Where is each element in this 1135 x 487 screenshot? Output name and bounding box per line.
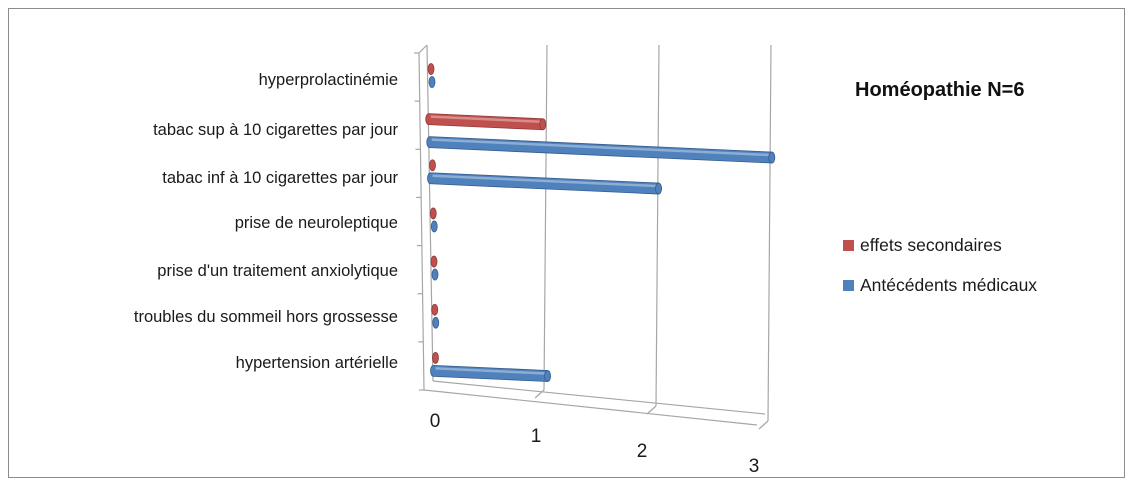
- legend-label: effets secondaires: [860, 234, 1002, 255]
- bar: [430, 364, 551, 382]
- legend-item-effets-secondaires: effets secondaires: [843, 225, 1037, 265]
- chart-frame: hyperprolactinémie tabac sup à 10 cigaret…: [8, 8, 1125, 478]
- bar-zero-marker: [432, 316, 440, 329]
- legend-item-antecedents-medicaux: Antécédents médicaux: [843, 265, 1037, 305]
- x-tick-label: 0: [430, 411, 441, 432]
- category-label: tabac inf à 10 cigarettes par jour: [162, 169, 398, 187]
- axis-front-line: [418, 52, 425, 391]
- floor-back-edge: [432, 380, 766, 415]
- x-tick-label: 1: [531, 426, 542, 447]
- gridlines: [534, 44, 772, 430]
- legend: effets secondaires Antécédents médicaux: [843, 225, 1037, 305]
- bar-zero-marker: [432, 351, 439, 364]
- bar-zero-marker: [427, 63, 435, 75]
- category-label: troubles du sommeil hors grossesse: [134, 308, 398, 326]
- x-tick-label: 3: [749, 456, 760, 477]
- bar-zero-marker: [430, 255, 438, 268]
- bars: [425, 63, 776, 382]
- gridline: [767, 44, 772, 422]
- category-label: hypertension artérielle: [236, 354, 398, 372]
- legend-label: Antécédents médicaux: [860, 274, 1038, 295]
- bar-zero-marker: [429, 159, 436, 172]
- chart-title: Homéopathie N=6: [855, 79, 1025, 101]
- category-label: prise de neuroleptique: [235, 214, 398, 232]
- category-label: tabac sup à 10 cigarettes par jour: [153, 121, 398, 139]
- floor-front-edge: [423, 389, 758, 426]
- legend-swatch-blue: [843, 279, 854, 291]
- bar-chart: hyperprolactinémie tabac sup à 10 cigaret…: [134, 44, 776, 477]
- axis-top-edge: [418, 44, 428, 54]
- x-tick-labels: 0 1 2 3: [430, 411, 760, 477]
- category-labels: hyperprolactinémie tabac sup à 10 cigaret…: [134, 71, 399, 372]
- gridline: [655, 44, 660, 407]
- category-label: prise d'un traitement anxiolytique: [157, 262, 398, 280]
- floor-gridline: [646, 405, 657, 415]
- bar: [425, 113, 547, 131]
- gridline: [543, 44, 548, 391]
- bar: [427, 172, 662, 195]
- floor-gridline: [758, 420, 769, 430]
- bar: [426, 136, 776, 164]
- category-label: hyperprolactinémie: [259, 71, 398, 89]
- bar-zero-marker: [431, 303, 439, 316]
- legend-swatch-red: [843, 239, 854, 251]
- x-tick-label: 2: [637, 441, 648, 462]
- bar-zero-marker: [430, 220, 438, 233]
- bar-zero-marker: [428, 76, 436, 88]
- bar-zero-marker: [429, 207, 437, 220]
- bar-zero-marker: [431, 268, 439, 281]
